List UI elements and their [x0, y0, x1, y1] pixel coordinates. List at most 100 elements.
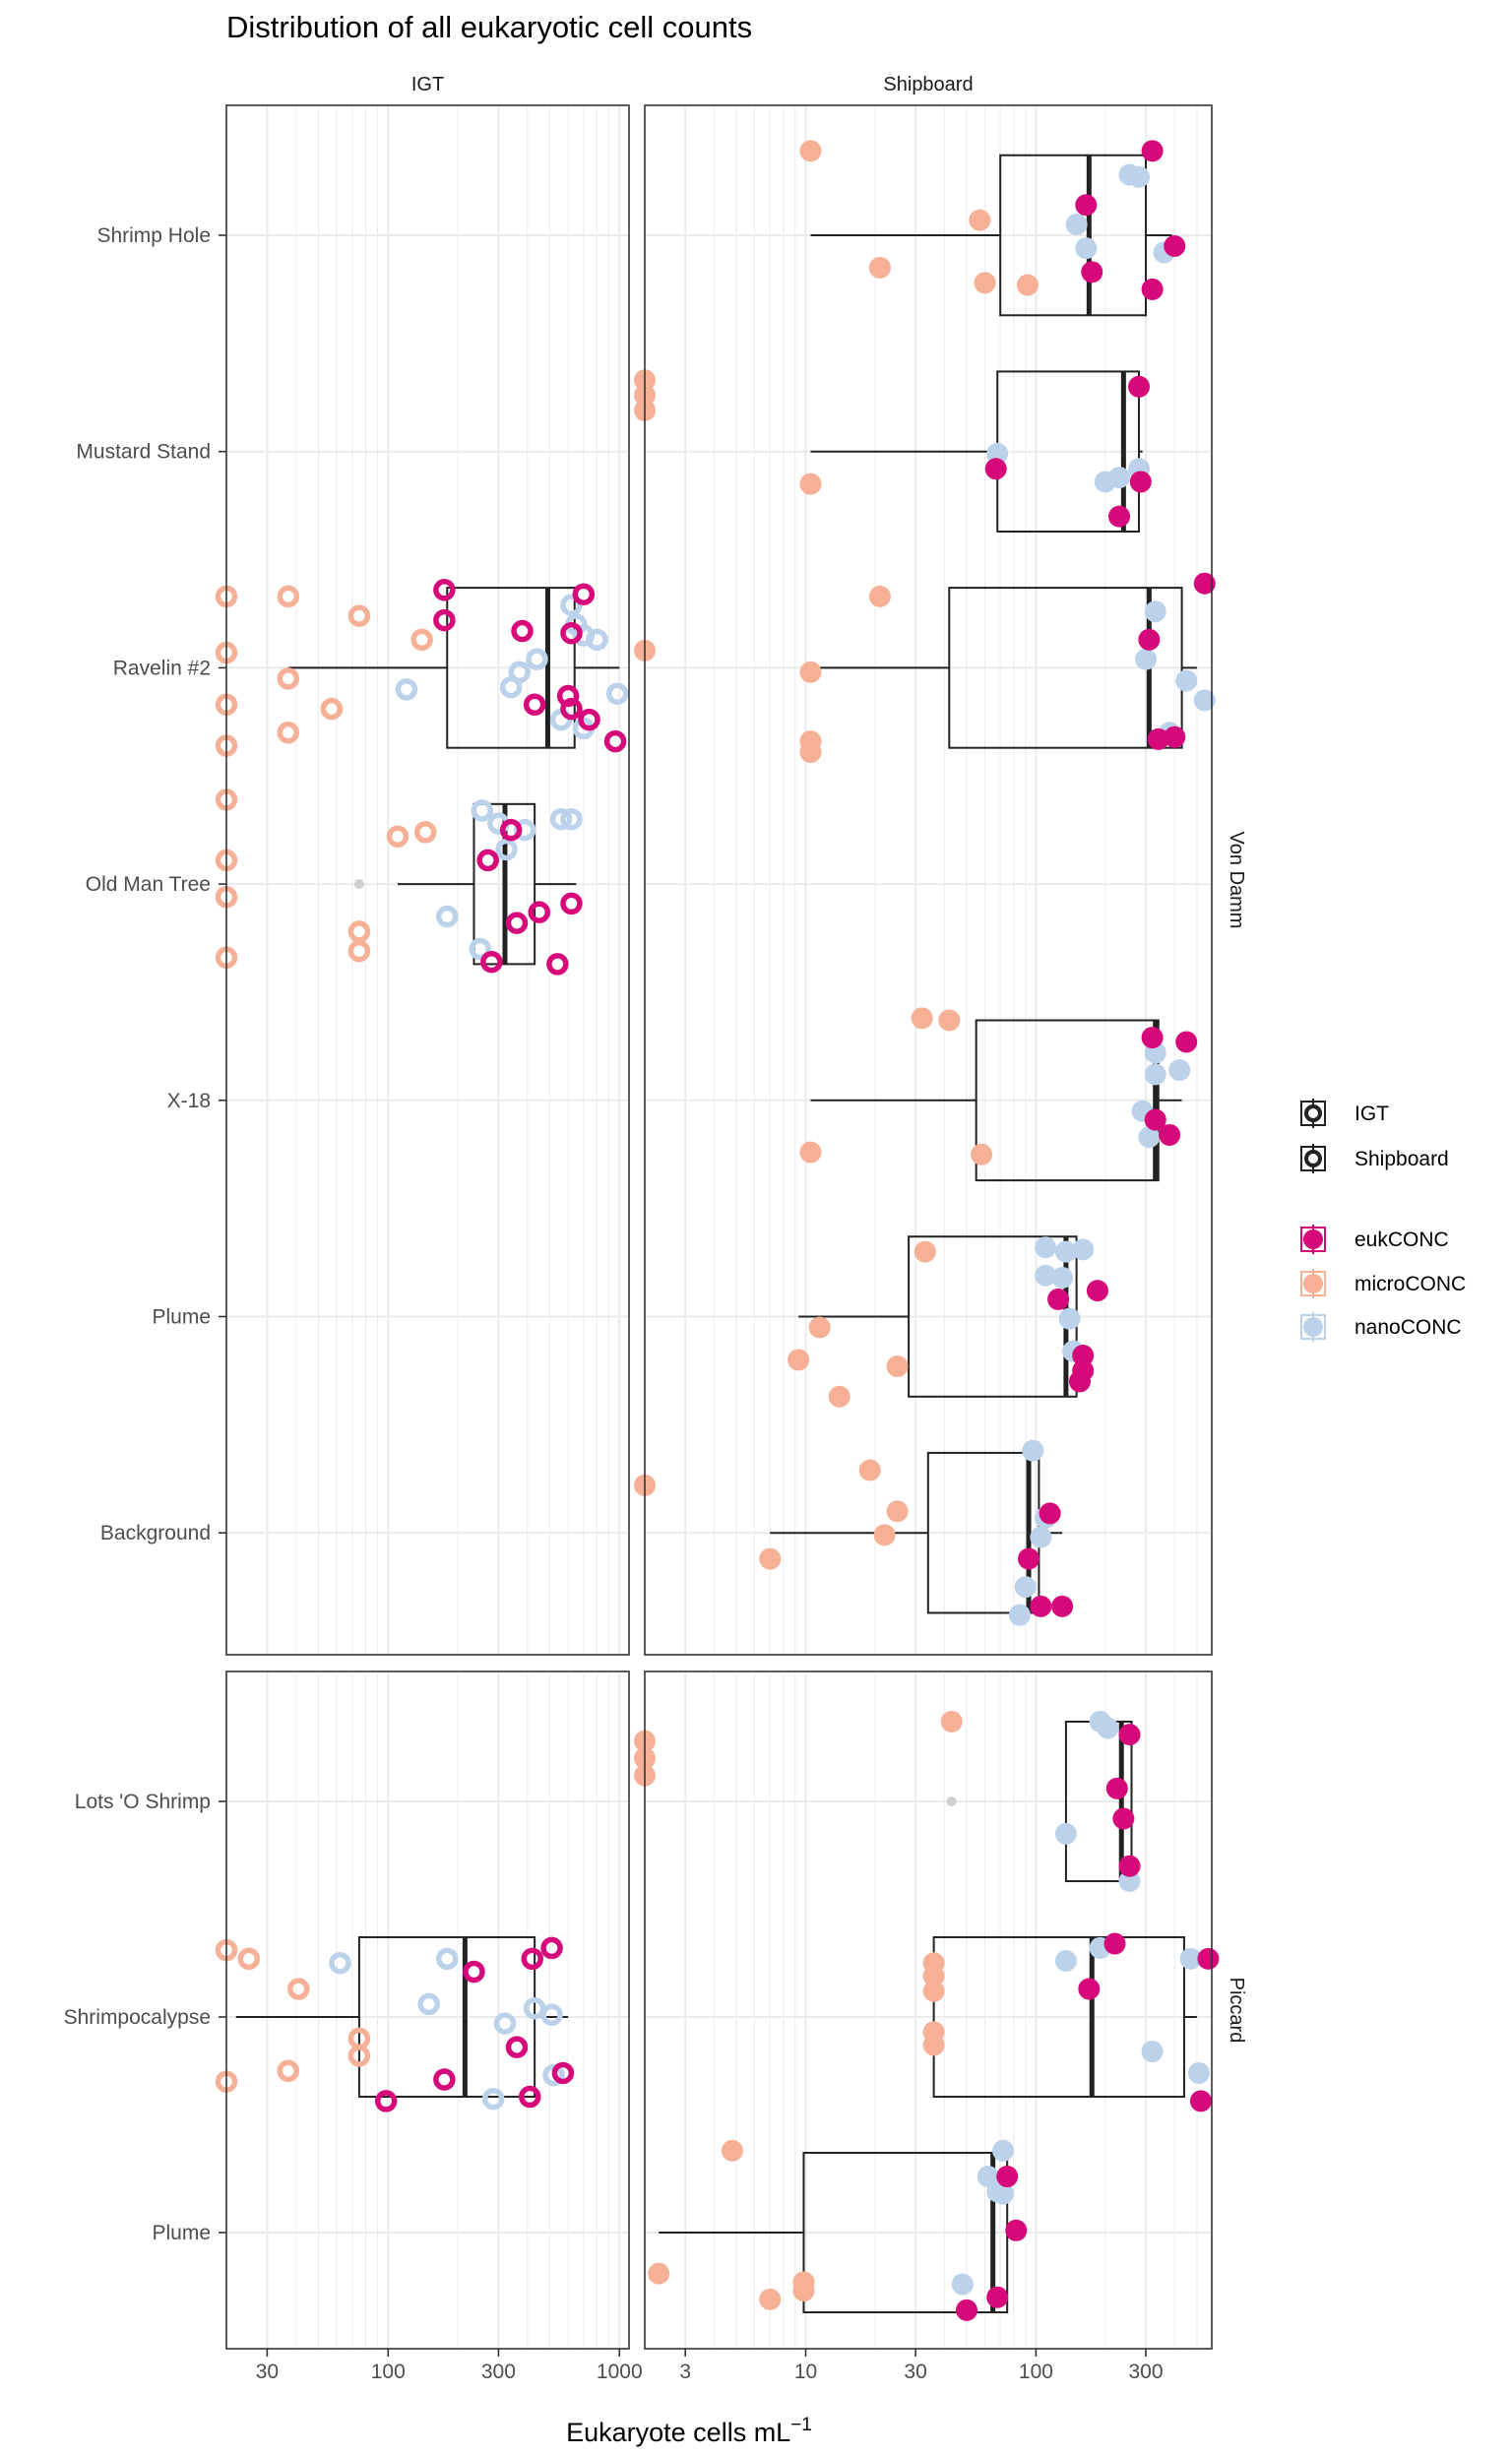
point-nanoconc [992, 2139, 1015, 2162]
point-eukconc [1164, 234, 1186, 257]
point-microconc [413, 821, 437, 844]
point-nanoconc [1014, 1576, 1037, 1599]
point-microconc [873, 1524, 896, 1546]
point-nanoconc [1141, 2041, 1164, 2063]
y-tick-label: Shrimp Hole [96, 224, 211, 247]
point-eukconc [560, 697, 583, 721]
panel-border [644, 104, 1213, 1656]
point-eukconc [556, 684, 580, 708]
panel-background [226, 105, 629, 1655]
point-microconc [277, 2059, 300, 2082]
point-eukconc [1103, 1932, 1126, 1955]
point-nanoconc [1008, 1604, 1031, 1626]
point-eukconc [1175, 1031, 1198, 1053]
point-microconc [347, 920, 371, 943]
point-microconc [974, 272, 996, 294]
point-eukconc [1159, 1123, 1181, 1146]
point-eukconc [523, 693, 546, 716]
point-microconc [858, 1459, 881, 1481]
point-eukconc [511, 619, 534, 643]
point-nanoconc [395, 678, 418, 701]
point-eukconc [1144, 1108, 1166, 1131]
x-axis-label: Eukaryote cells mL−1 [566, 2415, 812, 2447]
point-eukconc [560, 892, 583, 915]
y-tick-label: Ravelin #2 [113, 657, 211, 679]
point-nanoconc [1179, 1947, 1202, 1970]
point-nanoconc [417, 1992, 440, 2016]
x-tick-label: 300 [1129, 2361, 1164, 2383]
point-eukconc [1193, 572, 1216, 595]
point-eukconc [560, 621, 583, 645]
panel-background [645, 1671, 1212, 2349]
point-microconc [922, 1965, 945, 1987]
point-eukconc [1118, 1724, 1141, 1746]
point-nanoconc [1108, 467, 1131, 489]
point-eukconc [433, 2068, 456, 2091]
box-iqr [932, 1935, 1185, 2099]
legend-label: Shipboard [1354, 1148, 1449, 1170]
point-eukconc [374, 2090, 398, 2112]
facet-panels: Shrimp Hole Mustard Stand Ravelin #2 Old Ma… [64, 74, 1247, 2383]
point-nanoconc [1072, 1238, 1095, 1261]
y-tick-label: Background [100, 1522, 211, 1544]
point-microconc [922, 1980, 945, 2002]
point-nanoconc [495, 838, 518, 861]
point-eukconc [1078, 1978, 1101, 2000]
point-microconc [799, 1141, 822, 1164]
panel-piccard-shipboard [634, 1670, 1220, 2350]
boxplot-shrimp-hole [810, 154, 1172, 317]
point-eukconc [603, 729, 627, 753]
point-eukconc [956, 2299, 978, 2321]
point-nanoconc [605, 682, 629, 706]
x-tick-label: 100 [1019, 2361, 1053, 2383]
point-eukconc [1129, 471, 1152, 493]
legend-key-marker [1303, 1317, 1323, 1337]
x-tick-label: 300 [481, 2361, 516, 2383]
point-nanoconc [540, 2003, 563, 2027]
point-microconc [237, 1947, 261, 1971]
boxplot-x-18 [810, 1019, 1182, 1182]
x-tick-label: 30 [904, 2361, 926, 2383]
point-nanoconc [1054, 1950, 1077, 1973]
y-tick-label: Shrimpocalypse [64, 2006, 211, 2029]
point-eukconc [528, 901, 551, 923]
point-nanoconc [1065, 214, 1088, 236]
point-eukconc [572, 583, 596, 605]
point-eukconc [1039, 1502, 1061, 1525]
point-microconc [410, 628, 433, 652]
point-nanoconc [1030, 1526, 1052, 1548]
point-microconc [799, 661, 822, 683]
point-eukconc [1138, 628, 1161, 651]
point-eukconc [505, 2036, 529, 2058]
facet-column-label: Shipboard [883, 74, 973, 95]
y-tick-label: Old Man Tree [86, 873, 211, 896]
point-nanoconc [493, 2012, 517, 2035]
point-eukconc [1128, 375, 1151, 398]
point-nanoconc [1035, 1264, 1057, 1287]
box-outlier [946, 1796, 957, 1806]
panel-von-damm-igt [215, 104, 630, 1656]
legend-label: nanoCONC [1354, 1316, 1462, 1339]
point-nanoconc [469, 937, 492, 961]
point-microconc [971, 1143, 993, 1166]
point-nanoconc [951, 2273, 974, 2296]
point-nanoconc [1058, 1307, 1081, 1330]
point-microconc [940, 1710, 963, 1732]
point-eukconc [1075, 194, 1098, 217]
point-nanoconc [436, 905, 459, 928]
y-tick-label: Plume [152, 1306, 211, 1329]
point-microconc [868, 256, 891, 279]
y-tick-label: Mustard Stand [76, 441, 211, 464]
point-eukconc [1018, 1547, 1040, 1570]
legend-key-marker [1303, 1274, 1323, 1293]
point-nanoconc [1054, 1822, 1077, 1845]
x-axis-label-text: Eukaryote cells mL [566, 2418, 790, 2447]
point-nanoconc [1144, 600, 1166, 623]
point-microconc [922, 2034, 945, 2056]
point-eukconc [1164, 725, 1186, 748]
point-microconc [969, 209, 991, 231]
box-iqr [446, 587, 576, 749]
y-tick-label: X-18 [167, 1090, 211, 1112]
legend-label: IGT [1354, 1102, 1389, 1125]
